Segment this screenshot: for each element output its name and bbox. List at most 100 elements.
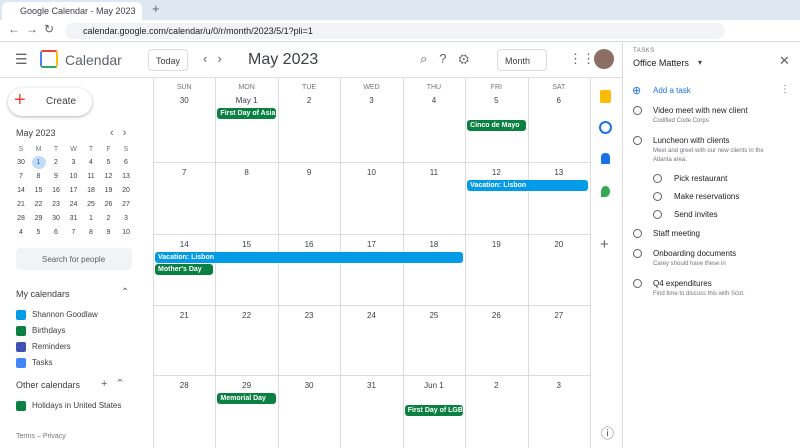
maps-icon[interactable] [601, 186, 610, 197]
mini-day[interactable]: 16 [52, 187, 60, 194]
add-task[interactable]: Add a task [653, 86, 691, 95]
date-number[interactable]: 9 [306, 168, 312, 177]
calendar-name[interactable]: Holidays in United States [32, 401, 122, 410]
other-actions[interactable]: +⌃ [101, 378, 133, 390]
task-title[interactable]: Luncheon with clients [653, 136, 730, 145]
mini-day[interactable]: 10 [69, 173, 78, 180]
today-button[interactable]: Today [148, 49, 188, 71]
prev-next[interactable]: ‹› [203, 51, 232, 66]
date-number[interactable]: 21 [179, 311, 189, 320]
mini-day[interactable]: 9 [106, 229, 111, 236]
date-number[interactable]: 2 [306, 96, 312, 105]
date-number[interactable]: 8 [244, 168, 249, 177]
header-icons[interactable]: ⌕?⚙ [420, 51, 482, 66]
task-checkbox[interactable] [633, 136, 642, 145]
mini-day[interactable]: 30 [17, 159, 25, 166]
info-icon[interactable]: ⓘ [601, 426, 615, 441]
date-number[interactable]: 31 [367, 381, 376, 390]
mini-day[interactable]: 6 [124, 159, 128, 166]
date-number[interactable]: 30 [179, 96, 189, 105]
mini-day[interactable]: 8 [36, 173, 41, 180]
event-chip[interactable]: First Day of LGBT [404, 405, 464, 416]
task-title[interactable]: Video meet with new client [653, 106, 748, 115]
tasks-icon[interactable] [599, 121, 612, 134]
mini-day[interactable]: 28 [17, 215, 25, 222]
task-checkbox[interactable] [633, 229, 642, 238]
contacts-icon[interactable] [601, 153, 610, 164]
date-number[interactable]: 23 [304, 311, 314, 320]
mini-day[interactable]: 4 [89, 159, 93, 166]
mini-day[interactable]: 24 [69, 201, 78, 208]
apps-grid[interactable]: ⋮⋮ [569, 51, 595, 66]
mini-day[interactable]: 22 [34, 201, 43, 208]
subtask-title[interactable]: Pick restaurant [674, 174, 728, 183]
mini-day[interactable]: 1 [89, 215, 93, 222]
mini-day[interactable]: 26 [104, 201, 113, 208]
mini-day[interactable]: 20 [122, 187, 130, 194]
create-button[interactable]: Create [8, 88, 92, 116]
mini-day[interactable]: 3 [124, 215, 128, 222]
mini-day[interactable]: 11 [87, 173, 95, 180]
mini-day[interactable]: 19 [104, 187, 113, 194]
mini-day[interactable]: 3 [71, 159, 76, 166]
date-number[interactable]: 29 [242, 381, 252, 390]
date-number[interactable]: 24 [367, 311, 376, 320]
mini-day[interactable]: 30 [52, 215, 60, 222]
close-panel[interactable]: ✕ [779, 53, 790, 68]
calendar-name[interactable]: Birthdays [32, 326, 66, 335]
add-task-icon[interactable]: ⊕ [632, 85, 642, 97]
mini-day[interactable]: 4 [19, 229, 23, 236]
date-number[interactable]: 28 [179, 381, 189, 390]
task-list-name[interactable]: Office Matters [633, 58, 689, 68]
calendar-checkbox[interactable] [16, 326, 26, 336]
calendar-name[interactable]: Shannon Goodlaw [32, 310, 98, 319]
mini-day[interactable]: 21 [17, 201, 25, 208]
task-checkbox[interactable] [633, 249, 642, 258]
date-number[interactable]: 27 [554, 311, 564, 320]
main-menu[interactable]: ☰ [15, 51, 28, 67]
footer-links[interactable]: Terms – Privacy [16, 433, 66, 440]
task-checkbox[interactable] [633, 279, 642, 288]
date-number[interactable]: 19 [491, 240, 501, 249]
mini-day[interactable]: 8 [89, 229, 93, 236]
browser-tab[interactable]: Google Calendar - May 2023 [2, 2, 142, 20]
date-number[interactable]: 4 [431, 96, 437, 105]
date-number[interactable]: 26 [491, 311, 501, 320]
date-number[interactable]: 17 [367, 240, 376, 249]
mini-day[interactable]: 1 [31, 156, 46, 169]
date-number[interactable]: 11 [429, 168, 439, 177]
date-number[interactable]: May 1 [235, 96, 258, 105]
mini-day[interactable]: 27 [122, 201, 130, 208]
date-number[interactable]: 12 [491, 168, 501, 177]
mini-day[interactable]: 6 [54, 229, 58, 236]
mini-day[interactable]: 29 [34, 215, 43, 222]
event-chip[interactable]: Memorial Day [217, 393, 276, 404]
date-number[interactable]: 3 [369, 96, 374, 105]
date-number[interactable]: 15 [242, 240, 252, 249]
mini-day[interactable]: 5 [36, 229, 41, 236]
task-title[interactable]: Q4 expenditures [653, 279, 712, 288]
mini-day[interactable]: 18 [87, 187, 95, 194]
keep-icon[interactable] [600, 90, 611, 103]
mini-day[interactable]: 25 [87, 201, 95, 208]
mini-day[interactable]: 17 [69, 187, 78, 194]
task-checkbox[interactable] [653, 210, 662, 219]
mini-day[interactable]: 5 [106, 159, 111, 166]
mini-day[interactable]: 2 [54, 159, 58, 166]
url-field[interactable]: calendar.google.com/calendar/u/0/r/month… [65, 23, 725, 39]
mini-day[interactable]: 7 [19, 173, 23, 180]
date-number[interactable]: 18 [429, 240, 439, 249]
calendar-name[interactable]: Tasks [32, 358, 53, 367]
event-chip[interactable]: Mother's Day [155, 264, 214, 275]
date-number[interactable]: 16 [304, 240, 314, 249]
mini-day[interactable]: 14 [17, 187, 25, 194]
calendar-checkbox[interactable] [16, 401, 26, 411]
add-addon[interactable]: + [600, 236, 609, 253]
date-number[interactable]: Jun 1 [424, 381, 444, 390]
mini-day[interactable]: 31 [69, 215, 78, 222]
date-number[interactable]: 7 [181, 168, 187, 177]
subtask-title[interactable]: Make reservations [674, 192, 740, 201]
date-number[interactable]: 14 [179, 240, 189, 249]
date-number[interactable]: 25 [429, 311, 439, 320]
nav-buttons[interactable]: ←→↻ [8, 22, 61, 36]
